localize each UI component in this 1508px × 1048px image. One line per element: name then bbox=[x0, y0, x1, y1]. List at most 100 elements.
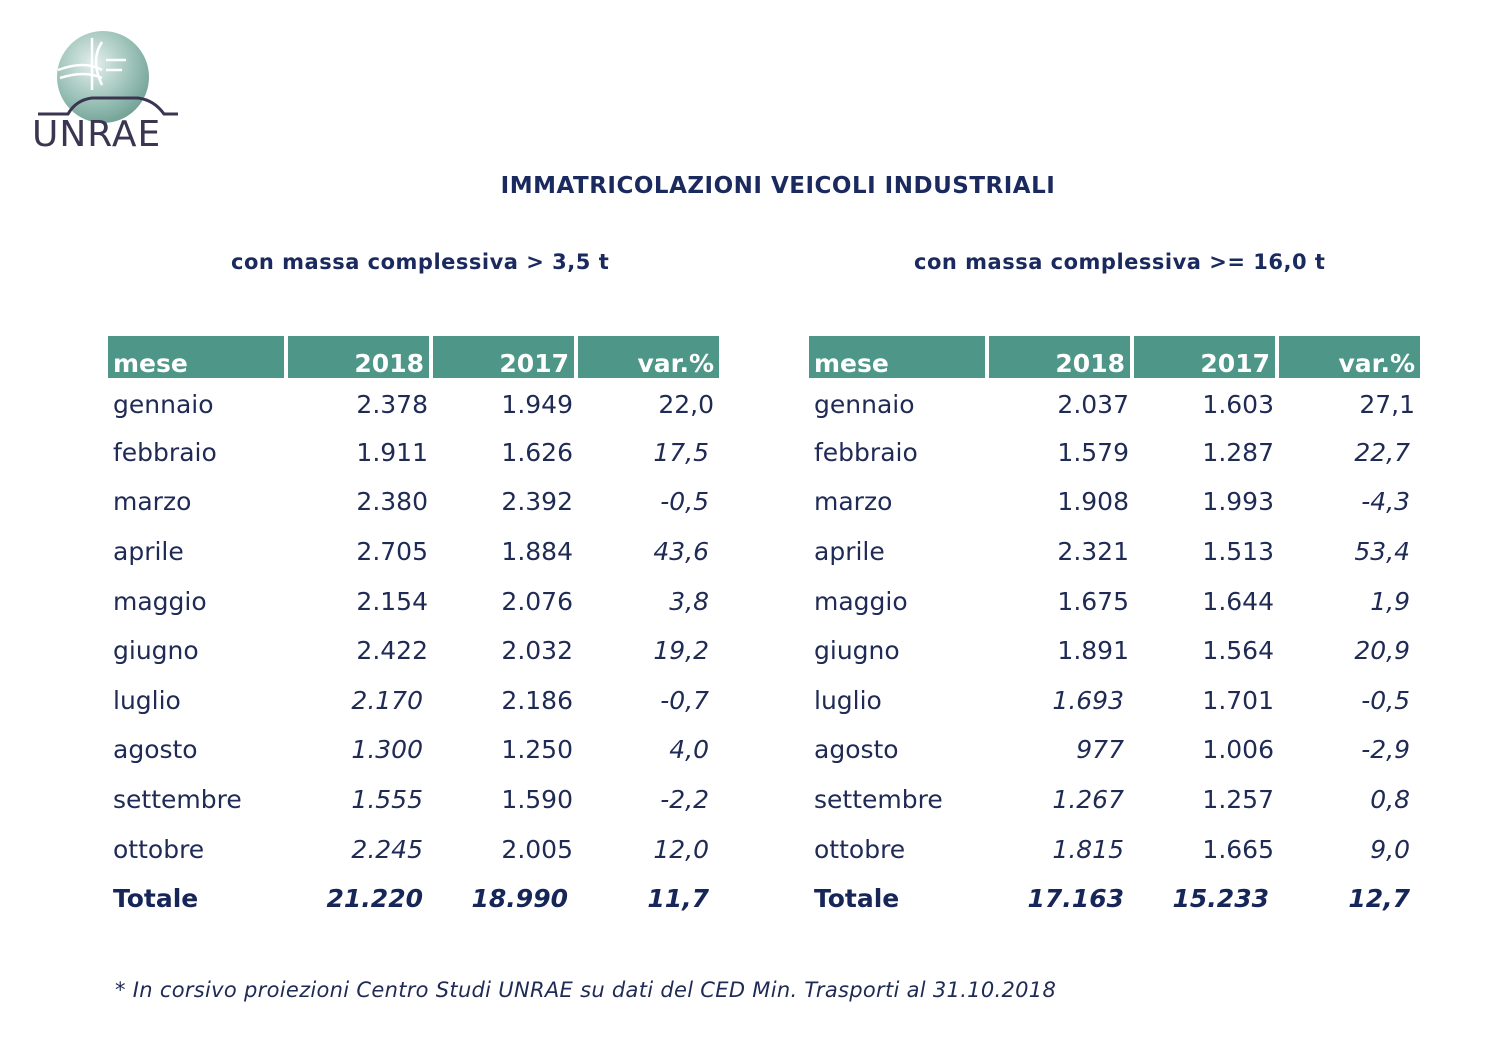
variation-cell: -0,5 bbox=[660, 487, 709, 517]
table-row: aprile 2.705 1.884 43,6 bbox=[108, 527, 719, 577]
month-cell: luglio bbox=[814, 685, 882, 715]
month-cell: gennaio bbox=[814, 390, 915, 420]
value-2017-cell: 1.644 bbox=[1202, 586, 1274, 616]
variation-cell: 12,0 bbox=[653, 834, 709, 864]
variation-cell: 19,2 bbox=[653, 636, 709, 666]
month-cell: ottobre bbox=[113, 834, 205, 864]
total-2018-cell: 21.220 bbox=[326, 884, 423, 914]
month-cell: marzo bbox=[113, 487, 192, 517]
table-row: settembre 1.555 1.590 -2,2 bbox=[108, 775, 719, 825]
value-2018-cell: 2.378 bbox=[356, 390, 428, 420]
month-cell: maggio bbox=[113, 586, 207, 616]
total-2017-cell: 15.233 bbox=[1172, 884, 1269, 914]
table-row: marzo 1.908 1.993 -4,3 bbox=[809, 477, 1420, 527]
table-header-row: mese 2018 2017 var.% bbox=[809, 336, 1420, 378]
value-2017-cell: 2.186 bbox=[501, 685, 573, 715]
month-cell: marzo bbox=[814, 487, 893, 517]
variation-cell: 20,9 bbox=[1354, 636, 1410, 666]
variation-cell: 0,8 bbox=[1370, 785, 1410, 815]
value-2018-cell: 1.579 bbox=[1057, 437, 1129, 467]
left-table-subtitle: con massa complessiva > 3,5 t bbox=[231, 250, 610, 274]
value-2017-cell: 2.392 bbox=[501, 487, 573, 517]
variation-cell: 22,0 bbox=[658, 390, 714, 420]
header-2018: 2018 bbox=[989, 336, 1134, 378]
value-2017-cell: 1.665 bbox=[1202, 834, 1274, 864]
month-cell: giugno bbox=[113, 636, 199, 666]
variation-cell: 17,5 bbox=[653, 437, 709, 467]
table-row: marzo 2.380 2.392 -0,5 bbox=[108, 477, 719, 527]
value-2018-cell: 1.693 bbox=[1052, 685, 1124, 715]
table-row: febbraio 1.911 1.626 17,5 bbox=[108, 428, 719, 478]
month-cell: settembre bbox=[113, 785, 242, 815]
header-2017: 2017 bbox=[1134, 336, 1279, 378]
table-row: ottobre 2.245 2.005 12,0 bbox=[108, 824, 719, 874]
table-row: febbraio 1.579 1.287 22,7 bbox=[809, 428, 1420, 478]
footnote: * In corsivo proiezioni Centro Studi UNR… bbox=[115, 978, 1057, 1002]
table-row: giugno 1.891 1.564 20,9 bbox=[809, 626, 1420, 676]
value-2018-cell: 1.815 bbox=[1052, 834, 1124, 864]
month-cell: febbraio bbox=[814, 437, 918, 467]
month-cell: agosto bbox=[113, 735, 198, 765]
variation-cell: 9,0 bbox=[1370, 834, 1410, 864]
value-2017-cell: 1.590 bbox=[501, 785, 573, 815]
value-2017-cell: 1.701 bbox=[1202, 685, 1274, 715]
header-variation: var.% bbox=[1279, 336, 1420, 378]
month-cell: giugno bbox=[814, 636, 900, 666]
month-cell: gennaio bbox=[113, 390, 214, 420]
header-month: mese bbox=[108, 336, 288, 378]
table-row: settembre 1.267 1.257 0,8 bbox=[809, 775, 1420, 825]
value-2018-cell: 1.267 bbox=[1052, 785, 1124, 815]
month-cell: ottobre bbox=[814, 834, 906, 864]
header-2018: 2018 bbox=[288, 336, 433, 378]
value-2018-cell: 1.300 bbox=[351, 735, 423, 765]
variation-cell: -2,2 bbox=[660, 785, 709, 815]
table-row: ottobre 1.815 1.665 9,0 bbox=[809, 824, 1420, 874]
value-2018-cell: 1.675 bbox=[1057, 586, 1129, 616]
value-2018-cell: 1.891 bbox=[1057, 636, 1129, 666]
value-2017-cell: 1.257 bbox=[1202, 785, 1274, 815]
value-2018-cell: 1.908 bbox=[1057, 487, 1129, 517]
month-cell: luglio bbox=[113, 685, 181, 715]
value-2018-cell: 2.380 bbox=[356, 487, 428, 517]
table-row: aprile 2.321 1.513 53,4 bbox=[809, 527, 1420, 577]
month-cell: aprile bbox=[113, 537, 184, 567]
variation-cell: 27,1 bbox=[1359, 390, 1415, 420]
value-2018-cell: 2.037 bbox=[1057, 390, 1129, 420]
month-cell: settembre bbox=[814, 785, 943, 815]
value-2018-cell: 1.911 bbox=[356, 437, 428, 467]
value-2017-cell: 1.513 bbox=[1202, 537, 1274, 567]
variation-cell: 22,7 bbox=[1354, 437, 1410, 467]
value-2018-cell: 2.170 bbox=[351, 685, 423, 715]
table-row: gennaio 2.378 1.949 22,0 bbox=[108, 378, 719, 428]
variation-cell: 3,8 bbox=[669, 586, 709, 616]
value-2017-cell: 1.250 bbox=[501, 735, 573, 765]
page-title: IMMATRICOLAZIONI VEICOLI INDUSTRIALI bbox=[500, 173, 1056, 199]
variation-cell: 1,9 bbox=[1370, 586, 1410, 616]
variation-cell: -2,9 bbox=[1361, 735, 1410, 765]
table-row: agosto 977 1.006 -2,9 bbox=[809, 725, 1420, 775]
month-cell: maggio bbox=[814, 586, 908, 616]
value-2018-cell: 1.555 bbox=[351, 785, 423, 815]
unrae-logo: UNRAE bbox=[30, 30, 180, 155]
table-row: maggio 2.154 2.076 3,8 bbox=[108, 576, 719, 626]
header-month: mese bbox=[809, 336, 989, 378]
total-label: Totale bbox=[814, 884, 900, 914]
value-2018-cell: 2.422 bbox=[356, 636, 428, 666]
variation-cell: 53,4 bbox=[1354, 537, 1410, 567]
table-row: giugno 2.422 2.032 19,2 bbox=[108, 626, 719, 676]
value-2018-cell: 2.154 bbox=[356, 586, 428, 616]
value-2017-cell: 1.626 bbox=[501, 437, 573, 467]
value-2017-cell: 2.032 bbox=[501, 636, 573, 666]
value-2017-cell: 1.287 bbox=[1202, 437, 1274, 467]
left-registrations-table: mese 2018 2017 var.% gennaio 2.378 1.949… bbox=[108, 336, 719, 924]
month-cell: aprile bbox=[814, 537, 885, 567]
total-2018-cell: 17.163 bbox=[1027, 884, 1124, 914]
value-2017-cell: 1.884 bbox=[501, 537, 573, 567]
variation-cell: -0,5 bbox=[1361, 685, 1410, 715]
value-2018-cell: 2.321 bbox=[1057, 537, 1129, 567]
total-row: Totale 17.163 15.233 12,7 bbox=[809, 874, 1420, 924]
value-2017-cell: 2.005 bbox=[501, 834, 573, 864]
value-2018-cell: 977 bbox=[1076, 735, 1124, 765]
variation-cell: -0,7 bbox=[660, 685, 709, 715]
value-2017-cell: 1.993 bbox=[1202, 487, 1274, 517]
